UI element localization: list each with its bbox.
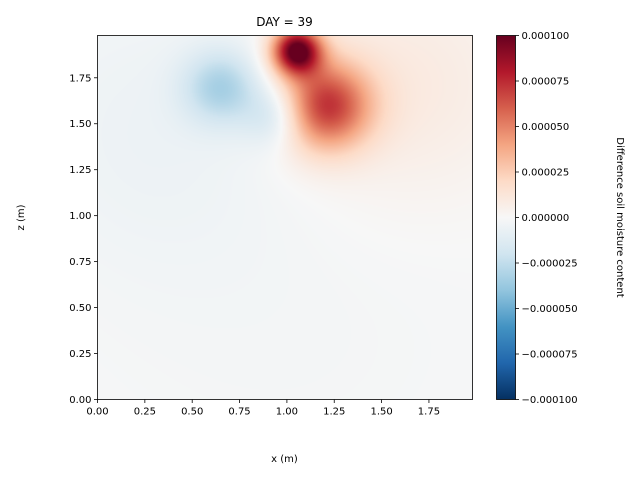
x-tick-label: 1.25 xyxy=(323,407,345,418)
plot-area xyxy=(97,35,473,400)
y-tick-label: 0.50 xyxy=(69,303,91,314)
x-axis-ticks: 0.00 0.25 0.50 0.75 1.00 1.25 1.50 1.75 xyxy=(86,399,440,418)
y-axis-ticks: 0.00 0.25 0.50 0.75 1.00 1.25 1.50 1.75 xyxy=(69,73,98,406)
plot-frame xyxy=(97,35,473,400)
y-tick-label: 1.75 xyxy=(69,73,91,84)
y-tick-label: 1.00 xyxy=(69,211,91,222)
heatmap-field xyxy=(97,35,473,400)
colorbar-tick-label: 0.000050 xyxy=(522,122,570,133)
colorbar-tick-label: −0.000100 xyxy=(522,395,578,406)
y-tick-label: 0.75 xyxy=(69,257,91,268)
colorbar-fill xyxy=(496,35,516,400)
colorbar-tick-label: −0.000075 xyxy=(522,350,578,361)
colorbar-tick-label: −0.000050 xyxy=(522,304,578,315)
x-tick-label: 0.75 xyxy=(228,407,250,418)
chart-title: DAY = 39 xyxy=(256,15,313,29)
y-tick-label: 0.00 xyxy=(69,395,91,406)
y-axis-label: z (m) xyxy=(16,204,27,230)
colorbar-tick-label: −0.000025 xyxy=(522,259,578,270)
x-axis-label: x (m) xyxy=(271,454,298,465)
colorbar-label: Difference soil moisture content xyxy=(614,137,625,297)
colorbar-ticks: 0.000100 0.000075 0.000050 0.000025 0.000000… xyxy=(515,31,578,406)
x-tick-label: 0.25 xyxy=(134,407,156,418)
x-tick-label: 1.75 xyxy=(418,407,440,418)
colorbar-tick-label: 0.000100 xyxy=(522,31,570,42)
colorbar-tick-label: 0.000000 xyxy=(522,213,570,224)
y-tick-label: 1.50 xyxy=(69,119,91,130)
y-tick-label: 0.25 xyxy=(69,349,91,360)
x-tick-label: 0.00 xyxy=(86,407,108,418)
x-tick-label: 0.50 xyxy=(181,407,203,418)
x-tick-label: 1.50 xyxy=(370,407,392,418)
x-tick-label: 1.00 xyxy=(276,407,298,418)
colorbar: 0.000100 0.000075 0.000050 0.000025 0.000000… xyxy=(496,31,625,406)
colorbar-tick-label: 0.000025 xyxy=(522,168,570,179)
y-tick-label: 1.25 xyxy=(69,165,91,176)
colorbar-tick-label: 0.000075 xyxy=(522,77,570,88)
